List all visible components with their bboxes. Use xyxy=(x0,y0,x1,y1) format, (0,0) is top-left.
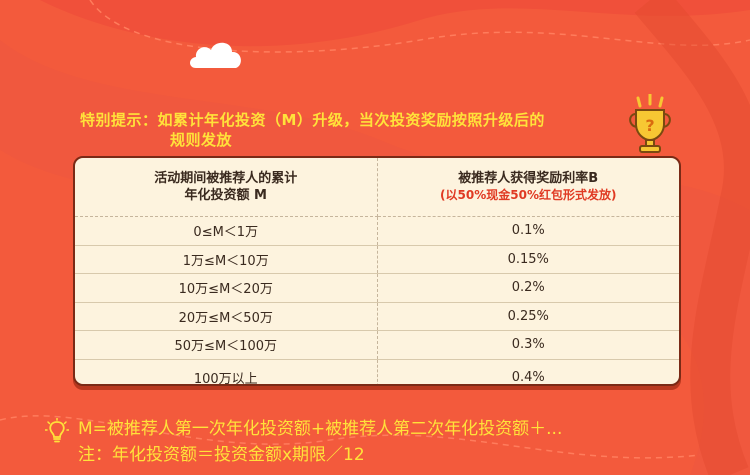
lightbulb-icon xyxy=(45,418,69,443)
special-notice: 特别提示：如累计年化投资（M）升级，当次投资奖励按照升级后的 规则发放 xyxy=(80,110,640,150)
notice-line-1: 特别提示：如累计年化投资（M）升级，当次投资奖励按照升级后的 xyxy=(80,111,545,129)
range-cell: 10万≤M＜20万 xyxy=(75,273,378,303)
rate-cell: 0.2% xyxy=(377,273,679,303)
formula-line-1: M=被推荐人第一次年化投资额+被推荐人第二次年化投资额＋... xyxy=(78,419,563,439)
range-cell: 100万以上 xyxy=(75,359,378,384)
header-left-line-1: 活动期间被推荐人的累计 xyxy=(154,171,298,186)
table-row: 100万以上 0.4% xyxy=(75,359,679,385)
table-row: 50万≤M＜100万 0.3% xyxy=(75,330,679,360)
rate-cell: 0.3% xyxy=(377,330,679,360)
formula-section: M=被推荐人第一次年化投资额+被推荐人第二次年化投资额＋... 注：年化投资额＝… xyxy=(78,416,562,468)
notice-line-2: 规则发放 xyxy=(170,131,233,149)
header-reward-rate: 被推荐人获得奖励利率B (以50%现金50%红包形式发放) xyxy=(377,158,679,217)
range-cell: 1万≤M＜10万 xyxy=(75,245,378,274)
range-cell: 20万≤M＜50万 xyxy=(75,302,378,331)
rate-cell: 0.4% xyxy=(511,370,545,385)
header-investment-amount: 活动期间被推荐人的累计 年化投资额 M xyxy=(75,158,378,217)
header-right-line-1: 被推荐人获得奖励利率B xyxy=(458,171,599,186)
header-right-line-2: (以50%现金50%红包形式发放) xyxy=(440,188,617,202)
cloud-icon xyxy=(190,42,241,68)
svg-text:?: ? xyxy=(645,116,654,135)
table-row: 1万≤M＜10万 0.15% xyxy=(75,245,679,274)
formula-note: 注：年化投资额＝投资金额x期限／12 xyxy=(78,445,365,465)
range-cell: 50万≤M＜100万 xyxy=(75,330,378,360)
table-row: 0≤M＜1万 0.1% xyxy=(75,216,679,246)
rate-cell: 0.25% xyxy=(377,302,679,331)
trophy-icon: ? xyxy=(629,94,671,153)
reward-rate-table: 活动期间被推荐人的累计 年化投资额 M 被推荐人获得奖励利率B (以50%现金5… xyxy=(73,156,681,386)
table-header-row: 活动期间被推荐人的累计 年化投资额 M 被推荐人获得奖励利率B (以50%现金5… xyxy=(75,158,679,217)
rate-cell: 0.1% xyxy=(377,216,679,246)
table-row: 10万≤M＜20万 0.2% xyxy=(75,273,679,303)
range-cell: 0≤M＜1万 xyxy=(75,216,378,246)
table-row: 20万≤M＜50万 0.25% xyxy=(75,302,679,331)
header-left-line-2: 年化投资额 M xyxy=(184,188,267,203)
rate-cell: 0.15% xyxy=(377,245,679,274)
